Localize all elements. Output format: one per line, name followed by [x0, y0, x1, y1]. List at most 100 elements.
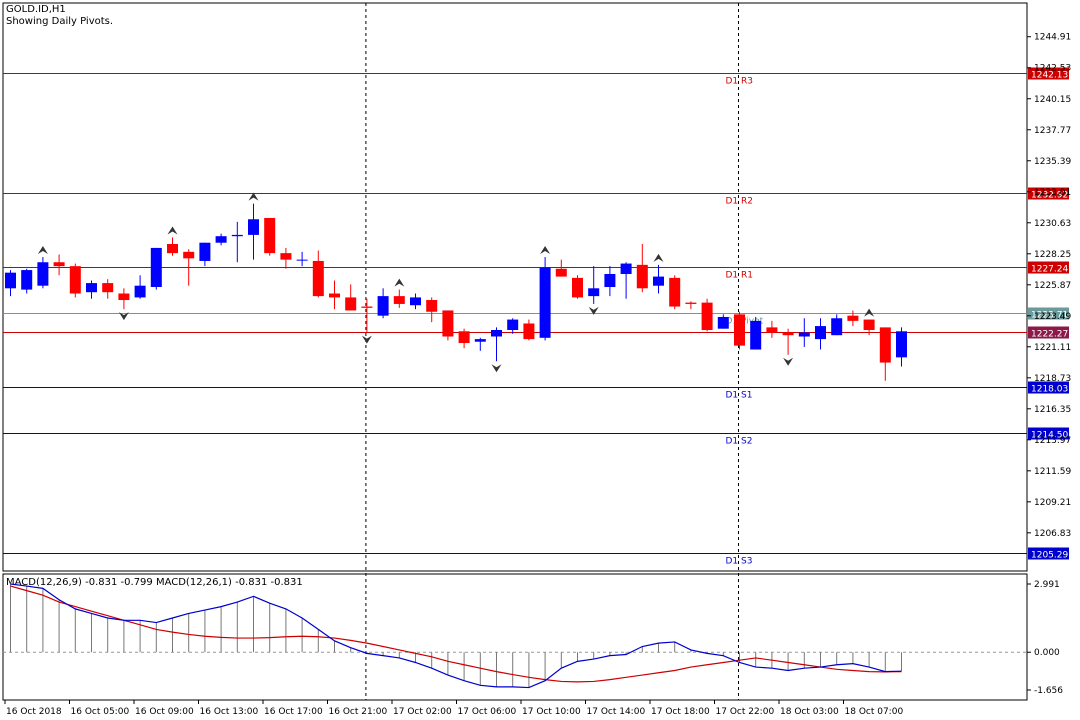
price-tick-label: 1209.21	[1034, 498, 1071, 508]
candle	[572, 275, 583, 299]
price-tick-label: 1213.97	[1034, 436, 1071, 446]
candle-body	[199, 242, 211, 261]
candle-body	[815, 326, 826, 340]
price-tick-label: 1240.15	[1034, 95, 1071, 105]
time-tick-label: 17 Oct 02:00	[393, 707, 452, 717]
candle-body	[588, 288, 600, 297]
time-tick-label: 18 Oct 03:00	[780, 707, 839, 717]
candle	[685, 301, 697, 310]
price-tick-label: 1237.77	[1034, 126, 1071, 136]
pivot-price-tag-text: 1205.29	[1031, 551, 1068, 561]
macd-line-main	[10, 583, 902, 689]
candle	[69, 263, 81, 298]
candle-body	[879, 327, 891, 363]
pivot-price-tag-text: 1218.03	[1031, 385, 1068, 395]
time-axis: 16 Oct 2018 16 Oct 05:00 16 Oct 09:00 16 Oc…	[4, 700, 903, 717]
candle-body	[345, 297, 357, 311]
candle	[474, 337, 486, 351]
macd-indicator-title: MACD(12,26,9) -0.831 -0.799 MACD(12,26,1…	[6, 577, 303, 588]
price-tick-label: 1225.87	[1034, 281, 1071, 291]
pivot-label-d1-r2: D1 R2	[726, 197, 754, 207]
price-tick-label: 1216.35	[1034, 405, 1071, 415]
candle	[150, 247, 162, 290]
candle-body	[248, 219, 259, 235]
candle-body	[669, 277, 681, 307]
candle	[604, 266, 616, 297]
pivot-price-tag	[1028, 547, 1069, 560]
candle-body	[474, 339, 486, 342]
time-tick-label: 17 Oct 22:00	[716, 707, 775, 717]
candle-body	[798, 332, 810, 337]
fractal-down-arrow	[783, 357, 794, 366]
macd-line-signal	[10, 585, 902, 683]
pivot-price-tag-text: 1232.92	[1031, 191, 1068, 201]
fractal-down-arrow	[588, 306, 599, 315]
candle-body	[491, 329, 502, 337]
candle	[102, 279, 114, 299]
candle-body	[458, 331, 470, 344]
current-price-tag-text: 1222.27	[1031, 330, 1068, 340]
candle-body	[863, 319, 875, 330]
macd-tick-label: -1.656	[1034, 686, 1063, 696]
pivot-price-tag	[1028, 427, 1069, 440]
candle	[701, 298, 713, 332]
candle-body	[555, 268, 567, 277]
candle-body	[896, 331, 907, 358]
candle-body	[312, 260, 324, 297]
price-tick-label: 1242.53	[1034, 64, 1071, 74]
candle-body	[734, 314, 745, 346]
symbol-title: GOLD.ID,H1	[6, 4, 66, 15]
pivot-label-d1-s2: D1 S2	[726, 437, 753, 447]
candle-body	[69, 266, 81, 294]
candle	[636, 244, 648, 293]
current-price-tag	[1028, 326, 1069, 339]
price-tick-label: 1206.83	[1034, 529, 1071, 539]
pivot-label-d1-s3: D1 S3	[726, 557, 753, 567]
candle	[539, 257, 551, 341]
price-tick-label: 1230.63	[1034, 219, 1071, 229]
time-tick-label: 17 Oct 14:00	[587, 707, 646, 717]
candle	[231, 221, 243, 263]
candle-body	[361, 306, 373, 308]
candle-body	[183, 251, 195, 259]
candle	[588, 266, 600, 304]
candle-body	[701, 302, 713, 330]
candle-body	[21, 270, 33, 290]
fractal-up-arrow	[653, 253, 664, 262]
fractal-up-arrow	[37, 246, 48, 255]
candle-body	[523, 323, 535, 340]
candle	[134, 275, 146, 299]
candle	[5, 270, 16, 297]
candle-body	[847, 315, 859, 321]
price-tick-label: 1233.01	[1034, 188, 1071, 198]
candle-body	[167, 244, 178, 254]
fractal-up-arrow	[167, 226, 178, 235]
candle-body	[410, 297, 421, 306]
time-tick-label: 16 Oct 2018	[6, 707, 62, 717]
candle-body	[620, 263, 632, 274]
candle-body	[118, 293, 130, 301]
candle	[329, 280, 340, 310]
candle-body	[782, 332, 794, 336]
pivot-label-d1-r1: D1 R1	[726, 271, 754, 281]
candle	[896, 327, 907, 367]
candle	[393, 289, 405, 308]
candle-body	[264, 217, 276, 254]
candle-body	[653, 276, 664, 286]
pivot-price-tag-text: 1214.50	[1031, 431, 1068, 441]
candle-body	[5, 272, 16, 289]
candle	[312, 250, 324, 298]
candle	[410, 293, 421, 310]
candle-body	[102, 283, 114, 293]
candle-body	[296, 259, 308, 261]
candle-body	[507, 319, 519, 330]
candle-body	[766, 327, 778, 333]
candle	[377, 288, 389, 319]
fractal-down-arrow	[361, 335, 372, 344]
time-tick-label: 16 Oct 05:00	[71, 707, 130, 717]
candle-body	[831, 318, 843, 336]
candle-body	[150, 247, 162, 287]
candle	[361, 298, 373, 333]
